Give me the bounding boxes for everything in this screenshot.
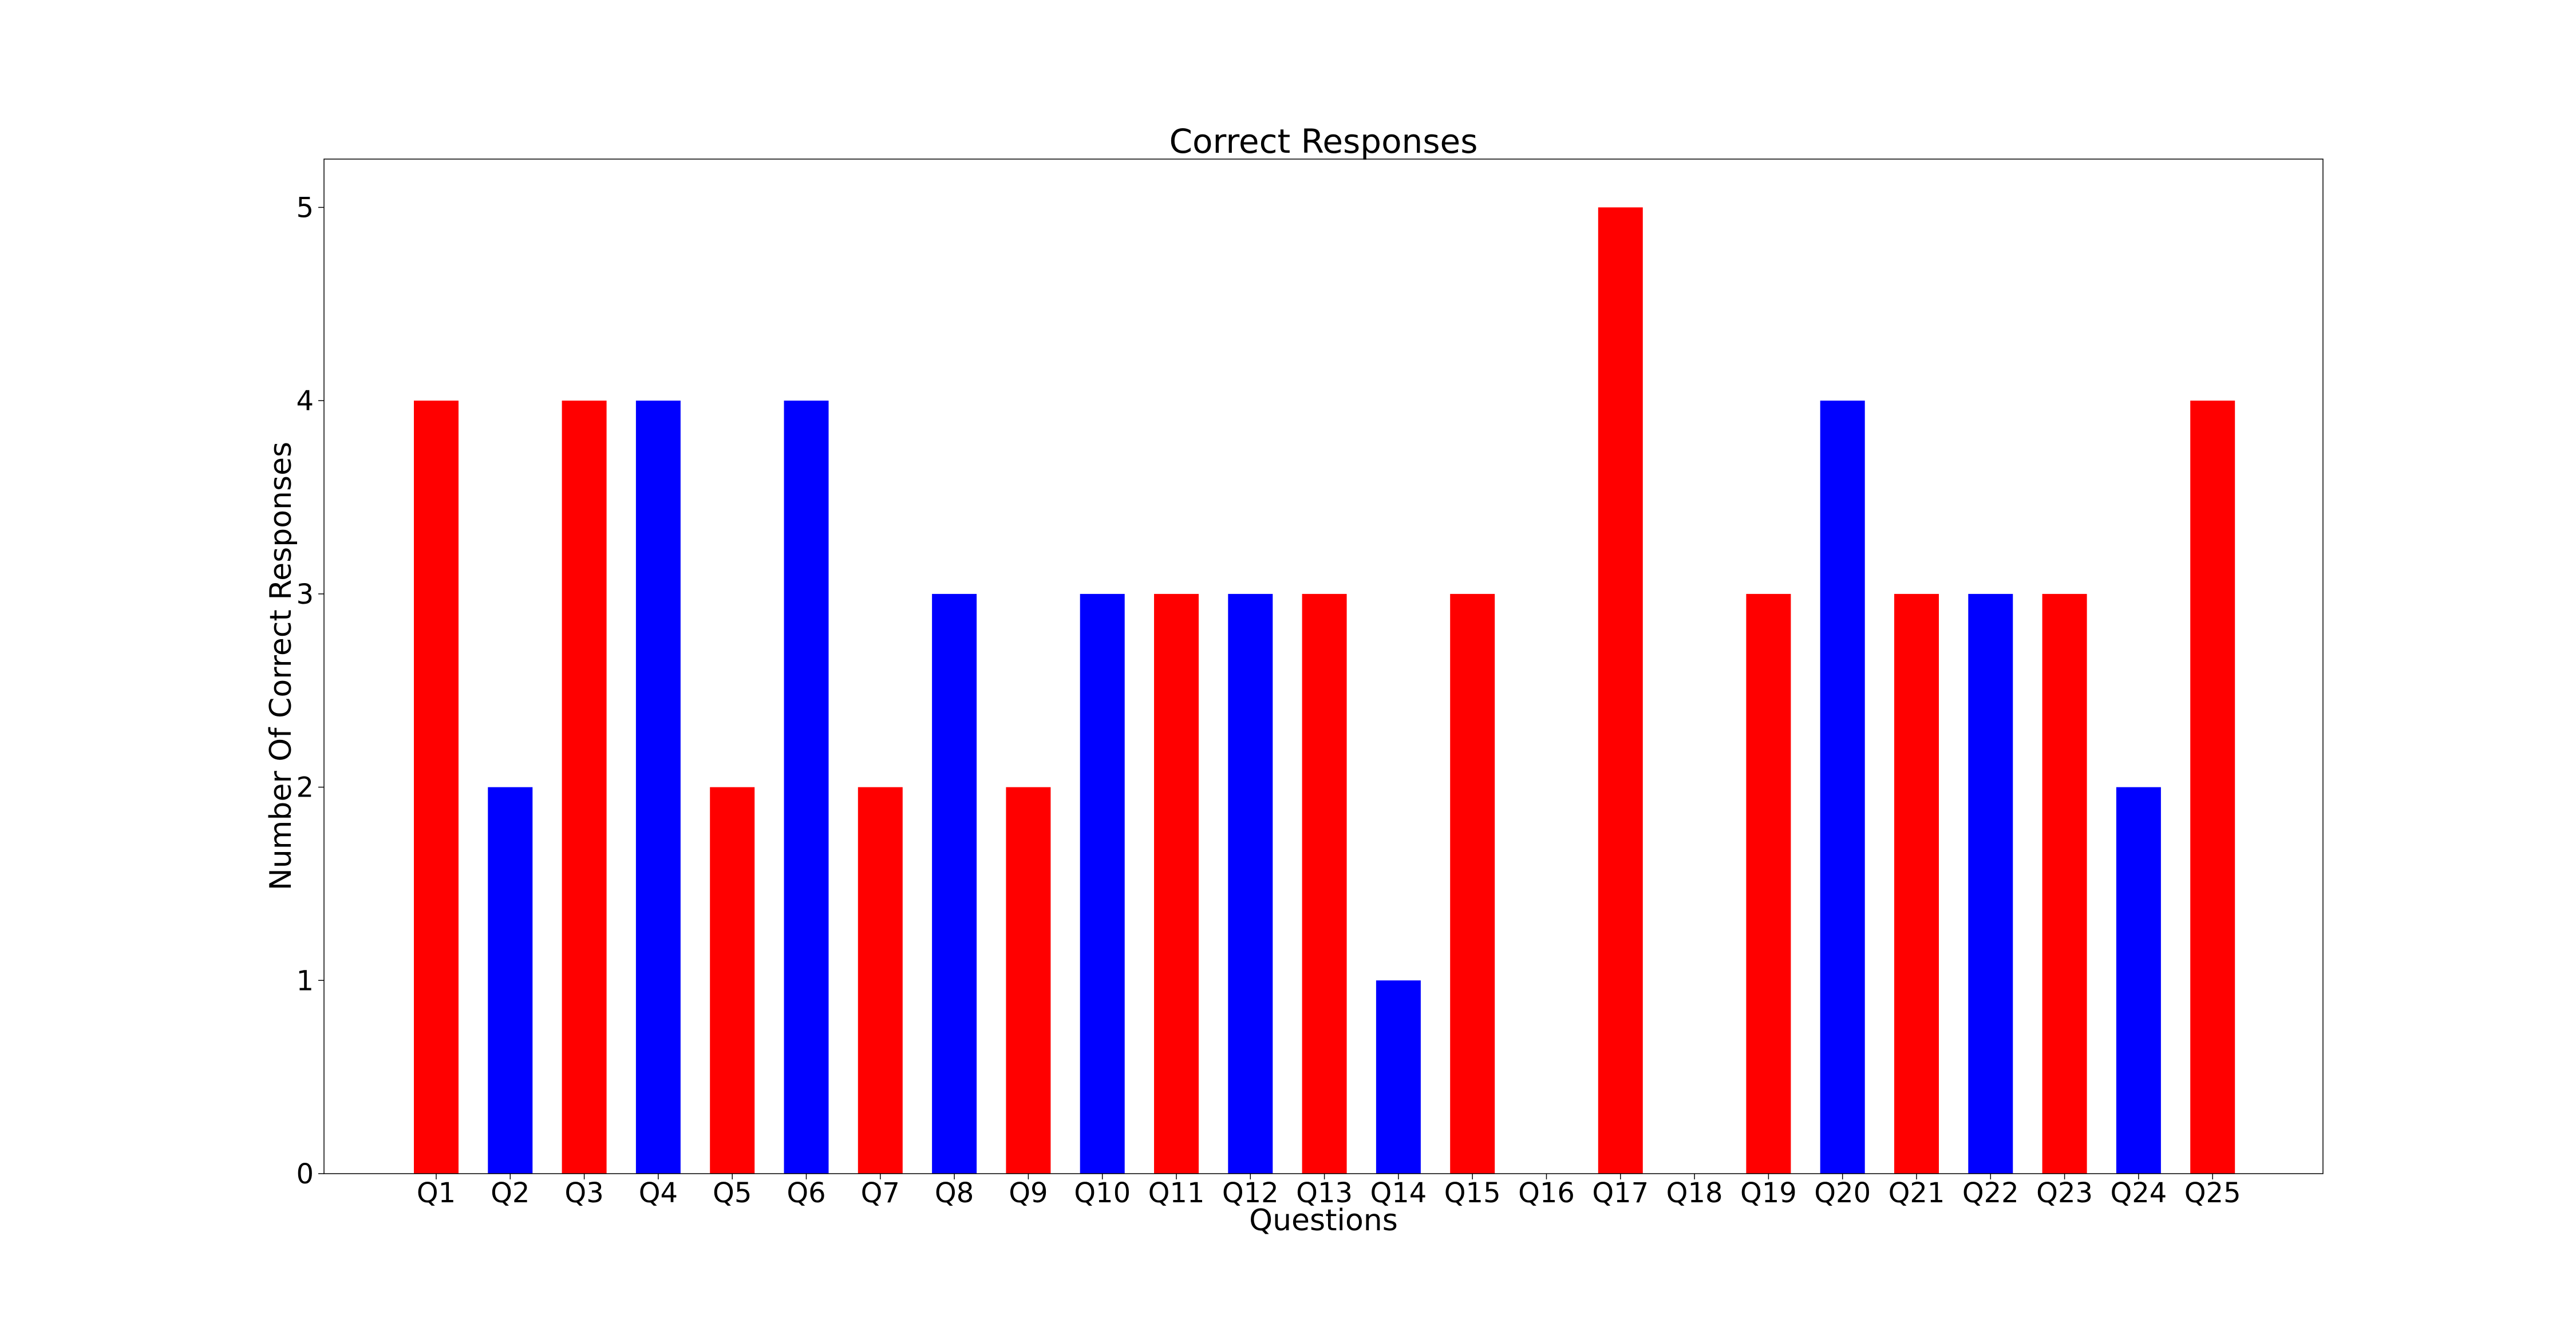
bar-q11 (1154, 593, 1199, 1174)
x-tick-label: Q23 (2036, 1177, 2093, 1209)
x-tick-label: Q5 (713, 1177, 752, 1209)
x-tick-label: Q10 (1074, 1177, 1131, 1209)
bar-q2 (488, 787, 533, 1174)
x-tick-label: Q1 (417, 1177, 456, 1209)
y-tick-label: 4 (296, 385, 314, 417)
bar-q5 (710, 787, 755, 1174)
x-tick-label: Q2 (491, 1177, 530, 1209)
bar-q14 (1376, 980, 1421, 1174)
y-axis-ticks: 0 1 2 3 4 5 (296, 192, 324, 1190)
x-tick-label: Q11 (1148, 1177, 1205, 1209)
bar-q23 (2042, 593, 2087, 1174)
bar-q7 (858, 787, 903, 1174)
x-tick-label: Q19 (1740, 1177, 1797, 1209)
bar-q24 (2116, 787, 2161, 1174)
x-tick-label: Q7 (861, 1177, 900, 1209)
x-tick-label: Q16 (1518, 1177, 1575, 1209)
x-tick-label: Q22 (1962, 1177, 2019, 1209)
bar-q17 (1598, 207, 1643, 1174)
x-tick-label: Q15 (1444, 1177, 1501, 1209)
x-tick-label: Q21 (1888, 1177, 1945, 1209)
bar-q21 (1894, 593, 1939, 1174)
bar-q15 (1450, 593, 1495, 1174)
bar-q13 (1302, 593, 1347, 1174)
x-axis-label: Questions (1249, 1203, 1398, 1238)
x-tick-label: Q25 (2184, 1177, 2241, 1209)
x-tick-label: Q3 (564, 1177, 603, 1209)
x-tick-label: Q13 (1296, 1177, 1353, 1209)
bar-q10 (1080, 593, 1125, 1174)
chart-title: Correct Responses (1170, 122, 1478, 161)
y-tick-label: 5 (296, 192, 314, 224)
bar-q8 (932, 593, 977, 1174)
bar-q4 (635, 401, 681, 1174)
bar-q1 (414, 401, 459, 1174)
plot-frame (323, 159, 2324, 1174)
y-tick-label: 1 (296, 965, 314, 997)
x-tick-label: Q4 (639, 1177, 678, 1209)
bars-group (414, 207, 2235, 1174)
x-tick-label: Q9 (1009, 1177, 1048, 1209)
bar-q9 (1006, 787, 1051, 1174)
y-tick-label: 0 (296, 1158, 314, 1190)
x-tick-label: Q20 (1814, 1177, 1871, 1209)
x-tick-label: Q8 (935, 1177, 974, 1209)
x-tick-label: Q17 (1592, 1177, 1649, 1209)
x-axis-ticks: Q1 Q2 Q3 Q4 Q5 Q6 Q7 Q8 Q9 Q10 Q11 Q12 Q13 Q14 Q15 Q16 Q… (417, 1174, 2241, 1209)
bar-q12 (1228, 593, 1273, 1174)
bar-q25 (2190, 401, 2235, 1174)
y-axis-label: Number Of Correct Responses (264, 442, 298, 890)
x-tick-label: Q6 (787, 1177, 825, 1209)
bar-q19 (1746, 593, 1791, 1174)
y-tick-label: 2 (296, 772, 314, 804)
bar-q6 (784, 401, 829, 1174)
x-tick-label: Q12 (1222, 1177, 1279, 1209)
bar-q3 (562, 401, 607, 1174)
bar-q22 (1968, 593, 2013, 1174)
x-tick-label: Q18 (1666, 1177, 1723, 1209)
x-tick-label: Q24 (2110, 1177, 2167, 1209)
bar-q20 (1820, 401, 1865, 1174)
y-tick-label: 3 (296, 579, 314, 611)
x-tick-label: Q14 (1370, 1177, 1427, 1209)
